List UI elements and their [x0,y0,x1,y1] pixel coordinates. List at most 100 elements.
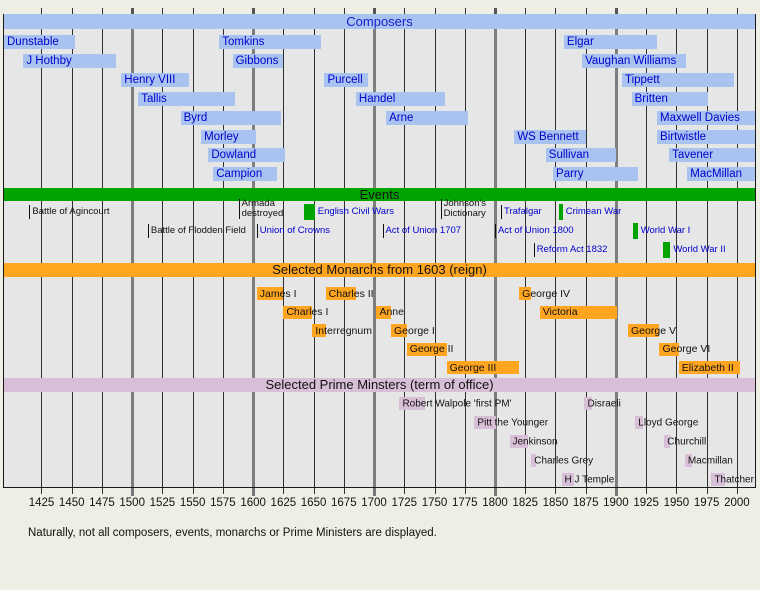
axis-label-1700: 1700 [361,497,387,509]
pm-bar-jenkinson: Jenkinson [509,435,558,448]
composer-label-tomkins[interactable]: Tomkins [222,36,265,48]
composer-bar-campion[interactable]: Campion [213,167,278,182]
composer-bar-macmillan[interactable]: MacMillan [687,167,755,182]
gridline-1850 [555,14,557,487]
composer-label-birtwistle[interactable]: Birtwistle [660,130,707,143]
composer-label-j-hothby[interactable]: J Hothby [26,54,72,67]
event-marker-battle-of-agincourt [29,205,31,219]
composer-label-ws-bennett[interactable]: WS Bennett [517,130,579,143]
bottom-tick-1775 [464,488,466,494]
composer-bar-elgar[interactable]: Elgar [563,35,658,49]
event-label-crimean-war[interactable]: Crimean War [565,206,622,217]
bottom-tick-1475 [101,488,103,494]
monarch-bar-charles-i: Charles I [283,305,328,319]
pm-bar-pitt-the-younger: Pitt the Younger [474,416,548,429]
event-marker-reform-act-1832 [533,243,535,257]
composer-label-henry-viii[interactable]: Henry VIII [124,73,176,86]
axis-label-1525: 1525 [149,497,176,509]
composer-bar-vaughan-williams[interactable]: Vaughan Williams [582,53,687,68]
axis-label-1425: 1425 [28,497,55,509]
top-tick-1850 [555,8,557,14]
event-label-act-of-union-1800[interactable]: Act of Union 1800 [497,225,574,236]
composer-label-vaughan-williams[interactable]: Vaughan Williams [585,54,677,67]
composer-bar-byrd[interactable]: Byrd [180,110,281,125]
composer-label-elgar[interactable]: Elgar [566,36,594,48]
composer-bar-sullivan[interactable]: Sullivan [545,148,616,163]
event-label-union-of-crowns[interactable]: Union of Crowns [259,225,330,236]
top-tick-1450 [71,8,73,14]
composers-section-header[interactable]: Composers [4,14,755,29]
composer-bar-gibbons[interactable]: Gibbons [232,53,284,68]
top-tick-1700 [373,8,377,14]
composer-label-handel[interactable]: Handel [358,92,396,105]
axis-label-1625: 1625 [270,497,297,509]
composer-label-tavener[interactable]: Tavener [672,149,714,162]
composer-bar-ws-bennett[interactable]: WS Bennett [514,129,586,144]
composer-label-britten[interactable]: Britten [634,92,668,105]
event-label-reform-act-1832[interactable]: Reform Act 1832 [536,244,608,255]
bottom-tick-1950 [676,488,678,494]
gridline-1425 [41,14,43,487]
composer-label-macmillan[interactable]: MacMillan [690,168,743,181]
monarch-bar-interregnum: Interregnum [312,324,372,337]
top-tick-1925 [646,8,648,14]
axis-label-1550: 1550 [179,497,206,509]
composer-bar-morley[interactable]: Morley [201,129,256,144]
composer-bar-arne[interactable]: Arne [386,110,469,125]
event-label-world-war-i[interactable]: World War I [640,225,691,236]
gridline-1875 [585,14,587,487]
pm-bar-macmillan: Macmillan [684,454,733,467]
event-marker-armada-destroyed [238,199,240,219]
composer-label-arne[interactable]: Arne [389,111,414,124]
composer-label-tallis[interactable]: Tallis [141,92,167,105]
gridline-1625 [283,14,285,487]
composer-bar-tippett[interactable]: Tippett [621,72,735,87]
bottom-tick-1425 [41,488,43,494]
gridline-1925 [646,14,648,487]
composer-bar-parry[interactable]: Parry [553,167,638,182]
composer-label-sullivan[interactable]: Sullivan [548,149,590,162]
event-label-world-war-ii[interactable]: World War II [673,244,726,255]
composer-bar-j-hothby[interactable]: J Hothby [23,53,117,68]
event-label-english-civil-wars[interactable]: English Civil Wars [317,206,394,217]
pm-label-h-j-temple: H J Temple [564,474,615,485]
axis-label-1875: 1875 [572,497,599,509]
composer-label-dowland[interactable]: Dowland [211,149,257,162]
axis-label-1475: 1475 [89,497,115,509]
event-span-world-war-i [632,223,638,239]
composer-label-maxwell-davies[interactable]: Maxwell Davies [660,111,740,124]
pm-label-robert-walpole-first-pm: Robert Walpole 'first PM' [402,398,512,409]
composer-label-parry[interactable]: Parry [556,168,584,181]
bottom-tick-1500 [131,488,135,496]
composer-bar-purcell[interactable]: Purcell [324,72,368,87]
events-section-header: Events [4,188,755,201]
composer-label-morley[interactable]: Morley [204,130,239,143]
monarch-label-george-i: George I [393,324,435,337]
composer-bar-handel[interactable]: Handel [355,91,446,106]
composer-label-tippett[interactable]: Tippett [624,73,660,86]
composer-bar-tomkins[interactable]: Tomkins [219,35,321,49]
event-label-act-of-union-1707[interactable]: Act of Union 1707 [385,225,462,236]
event-span-world-war-ii [663,242,671,258]
composer-bar-dunstable[interactable]: Dunstable [4,35,76,49]
monarch-label-james-i: James I [259,287,297,300]
composer-bar-maxwell-davies[interactable]: Maxwell Davies [657,110,755,125]
composer-label-campion[interactable]: Campion [216,168,263,181]
composer-label-dunstable[interactable]: Dunstable [7,36,59,48]
axis-label-1450: 1450 [58,497,85,509]
composer-label-gibbons[interactable]: Gibbons [235,54,279,67]
composer-bar-henry-viii[interactable]: Henry VIII [121,72,190,87]
composer-label-purcell[interactable]: Purcell [327,73,363,86]
composer-label-byrd[interactable]: Byrd [183,111,208,124]
gridline-1600 [252,14,256,487]
composer-bar-tallis[interactable]: Tallis [138,91,235,106]
event-label-trafalgar[interactable]: Trafalgar [504,206,542,217]
event-span-crimean-war [559,204,564,220]
bottom-tick-1575 [222,488,224,494]
top-tick-1725 [404,8,406,14]
event-span-english-civil-wars [303,204,315,220]
composer-bar-dowland[interactable]: Dowland [208,148,285,163]
composer-bar-britten[interactable]: Britten [631,91,708,106]
composer-bar-birtwistle[interactable]: Birtwistle [657,129,755,144]
composer-bar-tavener[interactable]: Tavener [669,148,755,163]
